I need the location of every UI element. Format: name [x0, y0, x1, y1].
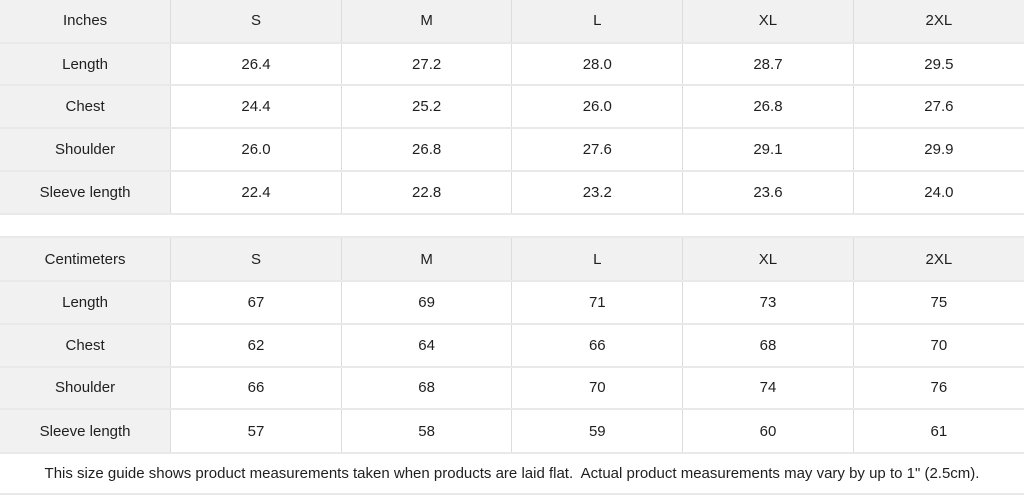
- measurement-label-cell: Shoulder: [0, 127, 171, 171]
- unit-header-cell: Inches: [0, 0, 171, 43]
- measurement-value-cell: 68: [340, 365, 512, 410]
- measurement-value-cell: 57: [170, 408, 342, 452]
- measurement-value-cell: 22.8: [340, 169, 512, 214]
- unit-header-cell: Centimeters: [0, 238, 171, 282]
- measurement-value-cell: 66: [170, 365, 342, 410]
- measurement-value-cell: 61: [852, 408, 1024, 452]
- measurement-label-cell: Shoulder: [0, 365, 171, 410]
- measurement-value-cell: 75: [852, 280, 1024, 324]
- measurement-value-cell: 29.9: [852, 127, 1024, 171]
- measurement-value-cell: 29.1: [682, 127, 854, 171]
- table-row: Sleeve length 57 58 59 60 61: [0, 408, 1024, 452]
- measurement-value-cell: 71: [511, 280, 683, 324]
- size-table-centimeters: Centimeters S M L XL 2XL Length 67 69 71 73 75 Chest…: [0, 238, 1024, 452]
- size-header-cell: L: [511, 0, 683, 43]
- size-header-cell: XL: [682, 0, 854, 43]
- measurement-value-cell: 26.8: [340, 127, 512, 171]
- measurement-value-cell: 22.4: [170, 169, 342, 214]
- measurement-value-cell: 28.7: [682, 41, 854, 86]
- measurement-value-cell: 62: [170, 322, 342, 367]
- table-row: Chest 62 64 66 68 70: [0, 322, 1024, 367]
- size-table-inches: Inches S M L XL 2XL Length 26.4 27.2 28.0 28.7 29.5…: [0, 0, 1024, 214]
- table-row: Shoulder 66 68 70 74 76: [0, 365, 1024, 410]
- measurement-label-cell: Sleeve length: [0, 408, 171, 452]
- size-header-cell: M: [340, 0, 512, 43]
- size-header-cell: S: [170, 238, 342, 282]
- table-header-row: Inches S M L XL 2XL: [0, 0, 1024, 43]
- measurement-value-cell: 73: [682, 280, 854, 324]
- measurement-label-cell: Length: [0, 280, 171, 324]
- size-header-cell: XL: [682, 238, 854, 282]
- measurement-label-cell: Chest: [0, 322, 171, 367]
- measurement-value-cell: 23.6: [682, 169, 854, 214]
- table-row: Length 26.4 27.2 28.0 28.7 29.5: [0, 41, 1024, 86]
- size-header-cell: 2XL: [852, 238, 1024, 282]
- size-header-cell: S: [170, 0, 342, 43]
- measurement-label-cell: Length: [0, 41, 171, 86]
- measurement-value-cell: 27.6: [511, 127, 683, 171]
- table-header-row: Centimeters S M L XL 2XL: [0, 238, 1024, 282]
- measurement-value-cell: 24.4: [170, 84, 342, 129]
- measurement-value-cell: 26.0: [170, 127, 342, 171]
- measurement-value-cell: 74: [682, 365, 854, 410]
- size-header-cell: L: [511, 238, 683, 282]
- measurement-value-cell: 59: [511, 408, 683, 452]
- size-header-cell: 2XL: [852, 0, 1024, 43]
- measurement-value-cell: 25.2: [340, 84, 512, 129]
- measurement-value-cell: 29.5: [852, 41, 1024, 86]
- measurement-value-cell: 66: [511, 322, 683, 367]
- measurement-value-cell: 64: [340, 322, 512, 367]
- measurement-label-cell: Chest: [0, 84, 171, 129]
- table-row: Length 67 69 71 73 75: [0, 280, 1024, 324]
- measurement-value-cell: 70: [511, 365, 683, 410]
- table-row: Shoulder 26.0 26.8 27.6 29.1 29.9: [0, 127, 1024, 171]
- measurement-value-cell: 28.0: [511, 41, 683, 86]
- measurement-value-cell: 60: [682, 408, 854, 452]
- measurement-value-cell: 70: [852, 322, 1024, 367]
- measurement-value-cell: 68: [682, 322, 854, 367]
- measurement-value-cell: 23.2: [511, 169, 683, 214]
- measurement-value-cell: 26.8: [682, 84, 854, 129]
- measurement-value-cell: 26.0: [511, 84, 683, 129]
- size-header-cell: M: [340, 238, 512, 282]
- measurement-value-cell: 58: [340, 408, 512, 452]
- measurement-label-cell: Sleeve length: [0, 169, 171, 214]
- measurement-value-cell: 76: [852, 365, 1024, 410]
- measurement-value-cell: 27.2: [340, 41, 512, 86]
- measurement-value-cell: 26.4: [170, 41, 342, 86]
- measurement-value-cell: 67: [170, 280, 342, 324]
- measurement-value-cell: 24.0: [852, 169, 1024, 214]
- measurement-value-cell: 69: [340, 280, 512, 324]
- table-row: Chest 24.4 25.2 26.0 26.8 27.6: [0, 84, 1024, 129]
- table-row: Sleeve length 22.4 22.8 23.2 23.6 24.0: [0, 169, 1024, 214]
- table-gap: [0, 213, 1024, 239]
- measurement-value-cell: 27.6: [852, 84, 1024, 129]
- size-guide-disclaimer: This size guide shows product measuremen…: [0, 451, 1024, 495]
